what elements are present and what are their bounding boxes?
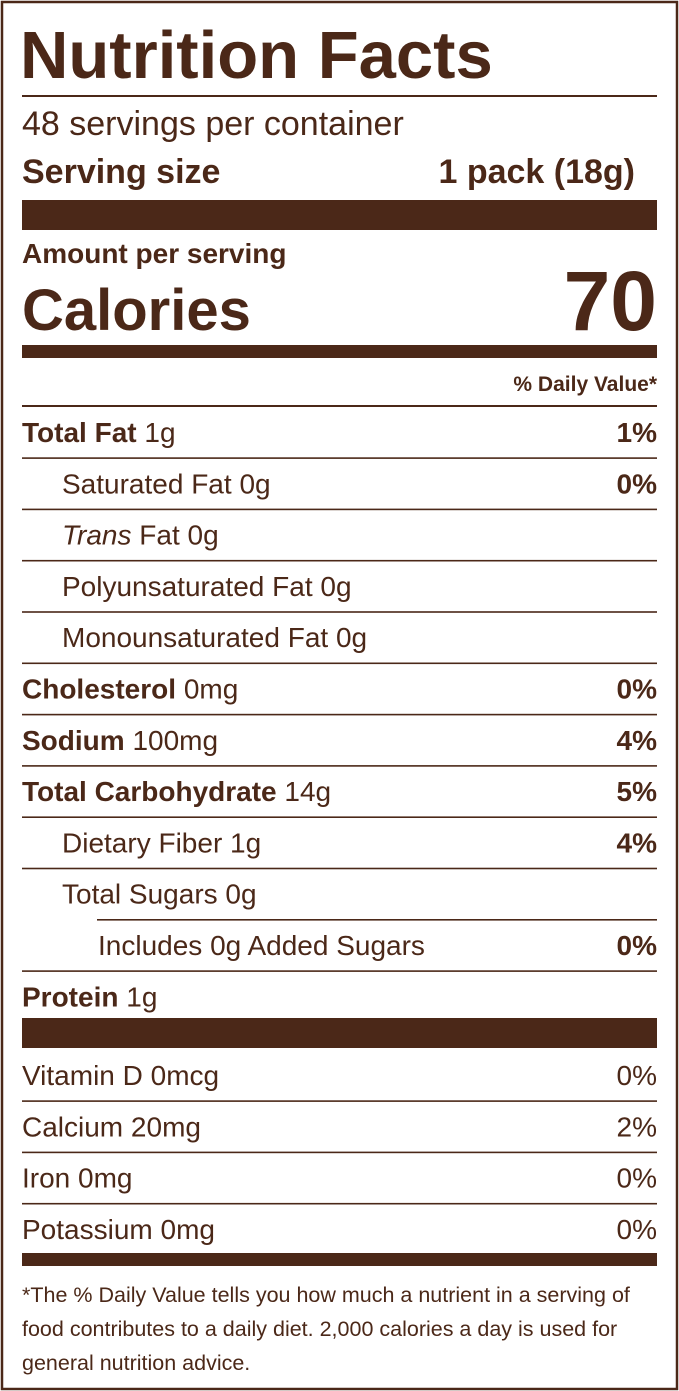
calories-value: 70 — [564, 254, 657, 348]
nutrient-label: Dietary Fiber — [62, 827, 222, 858]
nutrient-row: Calcium 20mg — [22, 1111, 201, 1142]
nutrient-amount: 0g — [225, 879, 256, 910]
nutrient-row: Total Sugars 0g — [62, 879, 257, 910]
nutrient-row: Vitamin D 0mcg — [22, 1060, 219, 1091]
rule — [22, 867, 657, 870]
rule — [22, 970, 657, 972]
daily-value: 0% — [617, 468, 658, 499]
nutrient-row: Monounsaturated Fat 0g — [62, 622, 367, 653]
nutrient-row: Sodium 100mg — [22, 725, 218, 756]
rule — [22, 405, 657, 407]
nutrient-amount: 100mg — [132, 725, 218, 756]
amount-per-serving: Amount per serving — [22, 238, 286, 269]
nutrient-row: Polyunsaturated Fat 0g — [62, 571, 352, 602]
nutrient-row: Potassium 0mg — [22, 1214, 215, 1245]
nutrient-amount: 1g — [144, 417, 175, 448]
daily-value: 2% — [617, 1111, 657, 1142]
rule — [22, 1151, 657, 1154]
daily-value: 5% — [617, 776, 658, 807]
title: Nutrition Facts — [20, 18, 493, 93]
nutrient-row: Protein 1g — [22, 981, 157, 1012]
daily-value: 0% — [617, 674, 658, 705]
nutrient-label: Potassium — [22, 1214, 153, 1245]
nutrient-row: Trans Fat 0g — [62, 520, 219, 551]
rule — [97, 919, 657, 921]
serving-size-value: 1 pack (18g) — [438, 153, 635, 191]
nutrient-amount: 0mg — [161, 1214, 215, 1245]
rule — [22, 457, 657, 459]
nutrient-label: Cholesterol — [22, 674, 176, 705]
rule — [22, 1100, 657, 1102]
nutrient-amount: 0mg — [184, 674, 238, 705]
daily-value: 0% — [617, 930, 658, 961]
nutrient-amount: 0mg — [78, 1163, 132, 1194]
nutrient-label: Vitamin D — [22, 1060, 143, 1091]
rule — [22, 662, 657, 665]
serving-size-label: Serving size — [22, 153, 220, 191]
nutrient-label: Total Fat — [22, 417, 137, 448]
nutrient-label: Total Carbohydrate — [22, 776, 277, 807]
daily-value: 0% — [617, 1060, 657, 1091]
daily-value: 4% — [617, 725, 658, 756]
rule — [22, 765, 657, 767]
medium-bar — [22, 1253, 657, 1266]
nutrient-amount: Fat 0g — [139, 520, 218, 551]
rule — [22, 95, 657, 97]
nutrient-row: Includes 0g Added Sugars — [98, 930, 425, 961]
nutrient-row: Total Carbohydrate 14g — [22, 776, 331, 807]
medium-bar — [22, 345, 657, 358]
thick-bar — [22, 1018, 657, 1048]
nutrient-amount: 1g — [126, 981, 157, 1012]
nutrient-amount: 0g Added Sugars — [210, 930, 425, 961]
nutrient-label: Monounsaturated Fat — [62, 622, 328, 653]
nutrient-amount: 1g — [230, 827, 261, 858]
nutrient-row: Total Fat 1g — [22, 417, 176, 448]
nutrient-row: Saturated Fat 0g — [62, 468, 271, 499]
rule — [22, 1202, 657, 1205]
rule — [22, 611, 657, 613]
rule — [22, 816, 657, 818]
daily-value: 1% — [617, 417, 658, 448]
nutrient-label: Saturated Fat — [62, 468, 232, 499]
nutrient-amount: 0g — [320, 571, 351, 602]
nutrient-label: Trans — [62, 520, 132, 551]
nutrient-amount: 20mg — [131, 1111, 201, 1142]
calories-label: Calories — [22, 278, 251, 343]
nutrient-amount: 0mcg — [151, 1060, 219, 1091]
thick-bar — [22, 200, 657, 230]
nutrient-amount: 14g — [284, 776, 331, 807]
nutrient-label: Iron — [22, 1163, 70, 1194]
nutrient-label: Calcium — [22, 1111, 123, 1142]
dv-header: % Daily Value* — [513, 373, 657, 396]
servings: 48 servings per container — [22, 105, 404, 143]
nutrient-row: Iron 0mg — [22, 1163, 133, 1194]
nutrient-label: Includes — [98, 930, 202, 961]
nutrient-amount: 0g — [239, 468, 270, 499]
nutrient-label: Polyunsaturated Fat — [62, 571, 313, 602]
daily-value: 4% — [617, 827, 658, 858]
nutrient-label: Sodium — [22, 725, 125, 756]
daily-value: 0% — [617, 1214, 657, 1245]
nutrient-amount: 0g — [336, 622, 367, 653]
nutrient-row: Cholesterol 0mg — [22, 674, 238, 705]
rule — [22, 713, 657, 716]
rule — [22, 559, 657, 562]
rule — [22, 508, 657, 511]
nutrient-row: Dietary Fiber 1g — [62, 827, 261, 858]
footnote: *The % Daily Value tells you how much a … — [22, 1283, 630, 1375]
daily-value: 0% — [617, 1163, 657, 1194]
nutrient-label: Protein — [22, 981, 118, 1012]
nutrient-label: Total Sugars — [62, 879, 218, 910]
